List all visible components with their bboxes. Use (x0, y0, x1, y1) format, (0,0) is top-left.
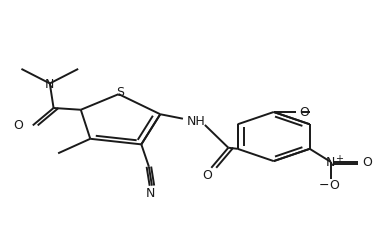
Text: N: N (45, 78, 54, 90)
Text: NH: NH (187, 115, 205, 128)
Text: O: O (202, 168, 212, 181)
Text: +: + (335, 153, 343, 163)
Text: N: N (145, 187, 155, 199)
Text: O: O (362, 155, 372, 169)
Text: S: S (116, 86, 124, 99)
Text: N: N (326, 155, 335, 169)
Text: −: − (319, 178, 329, 191)
Text: O: O (299, 106, 309, 119)
Text: O: O (330, 178, 339, 191)
Text: O: O (13, 119, 23, 132)
